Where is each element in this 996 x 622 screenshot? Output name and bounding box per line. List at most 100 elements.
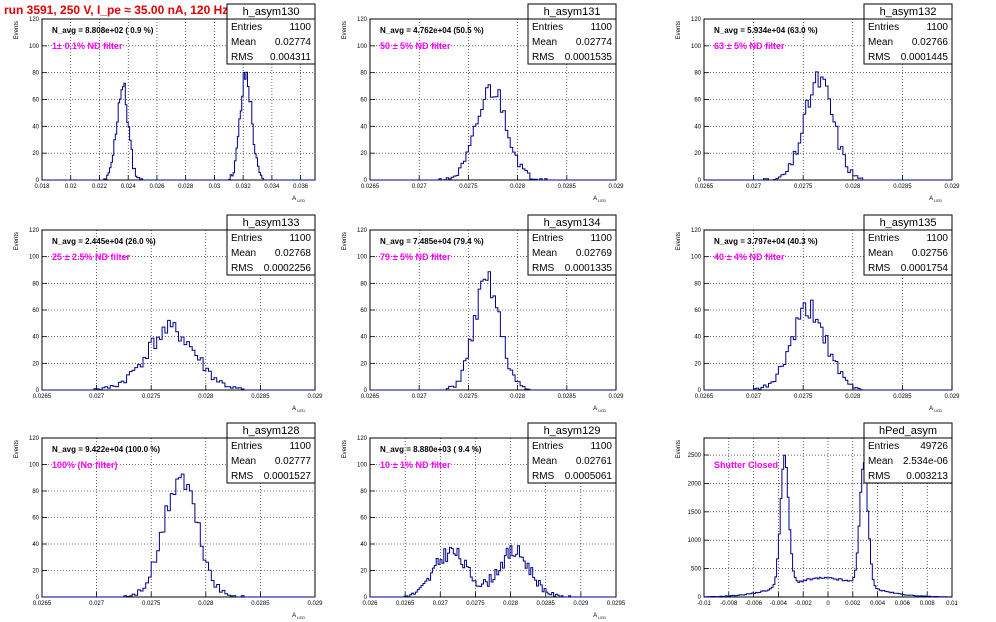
- x-tick-label: 0.0265: [695, 394, 714, 400]
- stats-label: Entries: [231, 22, 262, 33]
- x-tick-label: 0.0275: [466, 601, 485, 607]
- stats-value: 1100: [590, 233, 612, 244]
- stats-label: RMS: [868, 263, 891, 274]
- y-tick-label: 40: [32, 335, 39, 341]
- x-axis-label: A LED: [929, 196, 942, 203]
- x-tick-label: 0.0265: [33, 601, 52, 607]
- stats-value: 1100: [289, 233, 311, 244]
- navg-label: N_avg = 4.762e+04 (50.5 %): [380, 26, 484, 35]
- y-tick-label: 120: [357, 228, 368, 234]
- x-tick-label: 0.027: [412, 184, 428, 190]
- stats-value: 0.02766: [912, 37, 949, 48]
- y-tick-label: 20: [694, 151, 701, 157]
- histogram-line: [42, 71, 315, 181]
- y-tick-label: 0: [364, 388, 368, 394]
- x-tick-label: 0.027: [433, 601, 449, 607]
- stats-title: h_asym131: [544, 6, 601, 18]
- stats-box: [527, 214, 617, 276]
- navg-label: N_avg = 8.880e+03 ( 9.4 %): [380, 445, 482, 454]
- stats-label: RMS: [868, 52, 891, 63]
- stats-value: 1100: [926, 22, 948, 33]
- stats-value: 0.0005061: [565, 471, 613, 482]
- stats-label: RMS: [231, 52, 254, 63]
- filter-note: 10 ± 1% ND filter: [380, 460, 451, 470]
- histogram-panel-h_asym134: 0.0265 0.027 0.0275 0.028 0.0285 0.029 0 20 40 60…: [342, 214, 624, 413]
- y-tick-label: 60: [32, 516, 39, 522]
- x-tick-label: -0.006: [745, 601, 763, 607]
- x-tick-label: 0.028: [198, 601, 214, 607]
- y-tick-label: 120: [29, 436, 40, 442]
- x-axis-label-subscript: LED: [296, 198, 305, 203]
- stats-label: RMS: [532, 263, 555, 274]
- y-tick-label: 20: [360, 361, 367, 367]
- x-tick-label: 0.029: [608, 394, 624, 400]
- x-axis-label: A LED: [593, 613, 606, 620]
- y-tick-label: 0: [698, 595, 702, 601]
- x-axis-label-subscript: LED: [933, 408, 942, 413]
- x-axis-label: A LED: [593, 406, 606, 413]
- y-axis-label: Events: [676, 440, 682, 458]
- stats-value: 1100: [289, 22, 311, 33]
- x-axis-label-subscript: LED: [597, 198, 606, 203]
- y-axis-label: Events: [676, 232, 682, 250]
- stats-title: h_asym129: [544, 425, 601, 437]
- histogram-line: [370, 271, 616, 391]
- y-tick-label: 20: [360, 151, 367, 157]
- x-tick-label: 0.036: [293, 184, 309, 190]
- y-tick-label: 20: [360, 569, 367, 575]
- stats-value: 0.003213: [906, 471, 948, 482]
- y-axis-label: Events: [14, 21, 20, 39]
- y-tick-label: 40: [360, 124, 367, 130]
- histogram-panel-h_asym128: 0.0265 0.027 0.0275 0.028 0.0285 0.029 0 20 40 60…: [14, 422, 323, 620]
- stats-label: Mean: [532, 456, 557, 467]
- y-tick-label: 40: [694, 335, 701, 341]
- histogram-panel-hPed_asym: -0.01 -0.008 -0.006 -0.004 -0.002 0 0.002 0.004…: [676, 422, 958, 607]
- y-axis-label: Events: [342, 440, 348, 458]
- histogram-line: [704, 71, 952, 181]
- y-tick-label: 20: [694, 361, 701, 367]
- x-tick-label: 0.008: [920, 601, 936, 607]
- y-tick-label: 500: [691, 567, 702, 573]
- y-tick-label: 0: [36, 595, 40, 601]
- stats-title: hPed_asym: [879, 425, 937, 437]
- stats-value: 0.02756: [912, 248, 949, 259]
- x-tick-label: 0.0285: [893, 394, 912, 400]
- navg-label: N_avg = 3.797e+04 (40.3 %): [714, 237, 818, 246]
- navg-label: N_avg = 8.808e+02 ( 0.9 %): [52, 26, 154, 35]
- x-tick-label: 0.028: [845, 394, 861, 400]
- y-tick-label: 80: [360, 281, 367, 287]
- histogram-panel-h_asym132: 0.0265 0.027 0.0275 0.028 0.0285 0.029 0 20 40 60…: [676, 3, 960, 203]
- x-tick-label: 0.0295: [607, 601, 626, 607]
- stats-value: 0.02777: [275, 456, 312, 467]
- y-axis-label: Events: [342, 21, 348, 39]
- y-tick-label: 0: [364, 178, 368, 184]
- stats-label: Mean: [231, 248, 256, 259]
- stats-value: 1100: [926, 233, 948, 244]
- x-tick-label: 0.0275: [142, 601, 161, 607]
- y-tick-label: 20: [32, 569, 39, 575]
- stats-label: Mean: [532, 248, 557, 259]
- y-tick-label: 100: [357, 255, 368, 261]
- y-axis-label: Events: [342, 232, 348, 250]
- x-axis-label: A LED: [593, 196, 606, 203]
- stats-label: Entries: [532, 233, 563, 244]
- x-axis-label: A LED: [292, 406, 305, 413]
- stats-label: Entries: [868, 233, 899, 244]
- y-tick-label: 80: [694, 71, 701, 77]
- x-tick-label: 0.0285: [893, 184, 912, 190]
- x-tick-label: 0.006: [895, 601, 911, 607]
- y-tick-label: 120: [691, 17, 702, 23]
- y-tick-label: 120: [357, 436, 368, 442]
- y-tick-label: 1000: [688, 538, 702, 544]
- x-tick-label: 0.0285: [558, 394, 577, 400]
- histogram-panel-h_asym133: 0.0265 0.027 0.0275 0.028 0.0285 0.029 0 20 40 60…: [14, 214, 323, 413]
- y-tick-label: 120: [691, 228, 702, 234]
- y-tick-label: 20: [32, 151, 39, 157]
- stats-label: Mean: [868, 248, 893, 259]
- stats-value: 0.02774: [576, 37, 613, 48]
- y-tick-label: 40: [360, 542, 367, 548]
- x-tick-label: 0.03: [209, 184, 221, 190]
- stats-box: [527, 422, 617, 484]
- x-tick-label: 0.0265: [33, 394, 52, 400]
- x-axis-label-subscript: LED: [296, 615, 305, 620]
